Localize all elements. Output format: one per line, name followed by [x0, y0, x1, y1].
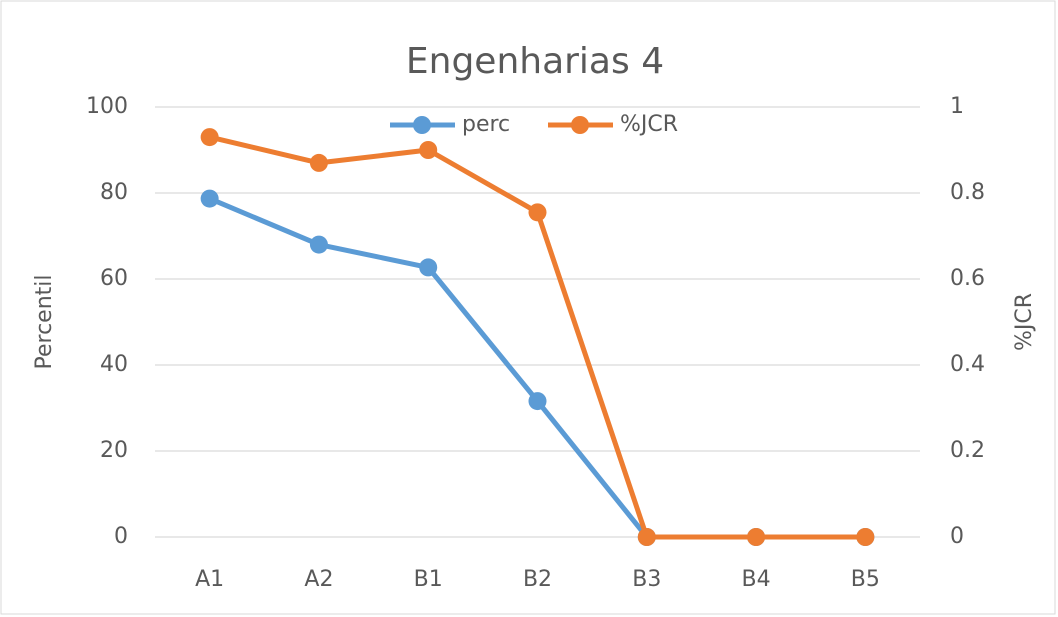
y2-tick-label: 0	[950, 524, 964, 549]
legend-label: perc	[462, 112, 510, 137]
data-point	[528, 203, 547, 222]
data-point	[856, 528, 875, 546]
x-tick-label: A2	[304, 567, 333, 592]
data-point	[419, 258, 438, 277]
y2-tick-label: 0.8	[950, 180, 985, 205]
y-tick-label: 80	[100, 180, 128, 205]
data-point	[309, 153, 328, 172]
y-tick-label: 60	[100, 266, 128, 291]
y2-tick-label: 0.4	[950, 352, 985, 377]
x-tick-label: B5	[851, 567, 880, 592]
y2-tick-label: 0.6	[950, 266, 985, 291]
data-point	[419, 141, 438, 159]
y2-tick-label: 0.2	[950, 438, 985, 463]
x-tick-label: B1	[414, 567, 443, 592]
chart-title: Engenharias 4	[406, 41, 664, 82]
legend-label: %JCR	[620, 112, 678, 137]
y-tick-label: 40	[100, 352, 128, 377]
y-axis-label: Percentil	[32, 274, 57, 369]
x-tick-label: B3	[632, 567, 661, 592]
x-tick-label: B4	[742, 567, 771, 592]
y2-axis-label: %JCR	[1012, 293, 1037, 351]
legend-marker	[571, 116, 589, 134]
data-point	[309, 235, 328, 254]
y2-tick-label: 1	[950, 94, 964, 119]
legend-marker	[413, 116, 431, 134]
data-point	[200, 189, 219, 208]
y-tick-label: 100	[86, 94, 128, 119]
y-tick-label: 0	[114, 524, 128, 549]
data-point	[200, 128, 219, 147]
data-point	[747, 528, 766, 546]
data-point	[528, 392, 547, 411]
data-point	[637, 528, 656, 546]
x-tick-label: A1	[195, 567, 224, 592]
y-tick-label: 20	[100, 438, 128, 463]
x-tick-label: B2	[523, 567, 552, 592]
